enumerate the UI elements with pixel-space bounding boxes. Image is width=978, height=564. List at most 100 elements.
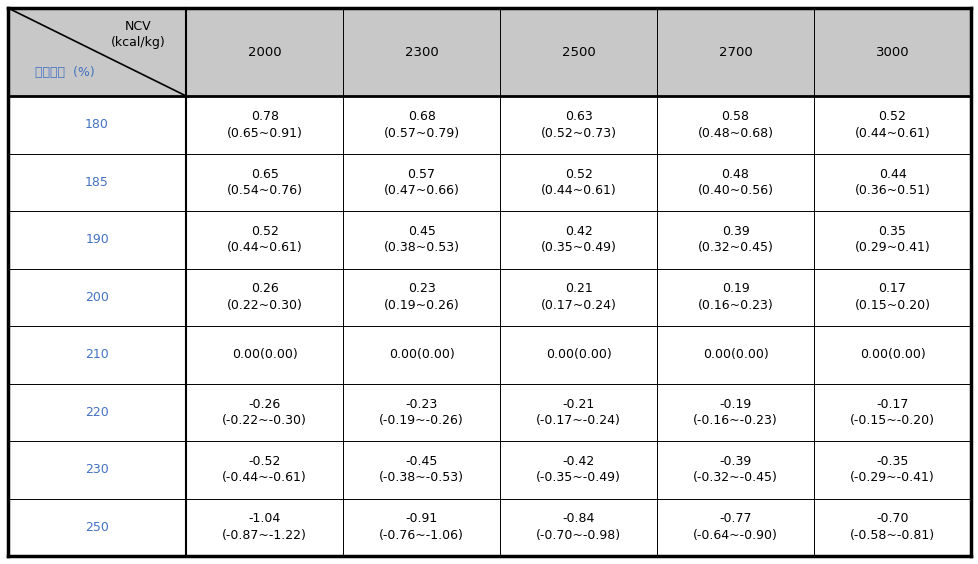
Bar bbox=[342, 8, 500, 96]
Bar bbox=[500, 268, 656, 326]
Text: -0.17
(-0.15~-0.20): -0.17 (-0.15~-0.20) bbox=[849, 398, 934, 427]
Text: -1.04
(-0.87~-1.22): -1.04 (-0.87~-1.22) bbox=[222, 513, 307, 542]
Text: 0.68
(0.57~0.79): 0.68 (0.57~0.79) bbox=[383, 110, 460, 139]
Text: 0.52
(0.44~0.61): 0.52 (0.44~0.61) bbox=[227, 225, 302, 254]
Text: 200: 200 bbox=[85, 291, 109, 304]
Bar bbox=[813, 8, 970, 96]
Text: -0.35
(-0.29~-0.41): -0.35 (-0.29~-0.41) bbox=[849, 455, 934, 484]
Text: 0.39
(0.32~0.45): 0.39 (0.32~0.45) bbox=[697, 225, 773, 254]
Text: 0.21
(0.17~0.24): 0.21 (0.17~0.24) bbox=[540, 283, 616, 312]
Bar bbox=[186, 499, 342, 556]
Text: 0.23
(0.19~0.26): 0.23 (0.19~0.26) bbox=[383, 283, 459, 312]
Bar bbox=[813, 153, 970, 211]
Bar bbox=[656, 96, 813, 153]
Text: 2500: 2500 bbox=[561, 46, 595, 59]
Bar bbox=[656, 211, 813, 268]
Bar bbox=[186, 384, 342, 441]
Bar bbox=[8, 8, 186, 96]
Bar bbox=[813, 211, 970, 268]
Bar bbox=[656, 8, 813, 96]
Bar bbox=[500, 326, 656, 384]
Bar bbox=[8, 326, 186, 384]
Bar bbox=[342, 499, 500, 556]
Bar bbox=[8, 96, 186, 153]
Text: 2000: 2000 bbox=[247, 46, 281, 59]
Bar bbox=[186, 441, 342, 499]
Text: 0.35
(0.29~0.41): 0.35 (0.29~0.41) bbox=[854, 225, 929, 254]
Bar bbox=[813, 384, 970, 441]
Text: 0.63
(0.52~0.73): 0.63 (0.52~0.73) bbox=[540, 110, 616, 139]
Bar bbox=[500, 384, 656, 441]
Bar bbox=[186, 268, 342, 326]
Text: 0.65
(0.54~0.76): 0.65 (0.54~0.76) bbox=[227, 168, 302, 197]
Text: -0.23
(-0.19~-0.26): -0.23 (-0.19~-0.26) bbox=[378, 398, 464, 427]
Text: 0.26
(0.22~0.30): 0.26 (0.22~0.30) bbox=[227, 283, 302, 312]
Text: 220: 220 bbox=[85, 406, 109, 418]
Text: -0.39
(-0.32~-0.45): -0.39 (-0.32~-0.45) bbox=[692, 455, 778, 484]
Bar bbox=[342, 384, 500, 441]
Bar bbox=[813, 268, 970, 326]
Text: -0.77
(-0.64~-0.90): -0.77 (-0.64~-0.90) bbox=[692, 513, 778, 542]
Text: 230: 230 bbox=[85, 463, 109, 476]
Bar bbox=[813, 441, 970, 499]
Bar bbox=[8, 268, 186, 326]
Text: -0.84
(-0.70~-0.98): -0.84 (-0.70~-0.98) bbox=[536, 513, 620, 542]
Bar bbox=[500, 211, 656, 268]
Text: 0.00(0.00): 0.00(0.00) bbox=[545, 348, 611, 362]
Text: 0.17
(0.15~0.20): 0.17 (0.15~0.20) bbox=[854, 283, 929, 312]
Bar bbox=[342, 326, 500, 384]
Bar bbox=[342, 441, 500, 499]
Bar bbox=[8, 211, 186, 268]
Bar bbox=[8, 384, 186, 441]
Text: 0.00(0.00): 0.00(0.00) bbox=[388, 348, 454, 362]
Text: 250: 250 bbox=[85, 521, 109, 534]
Text: -0.52
(-0.44~-0.61): -0.52 (-0.44~-0.61) bbox=[222, 455, 307, 484]
Text: 0.42
(0.35~0.49): 0.42 (0.35~0.49) bbox=[540, 225, 616, 254]
Bar bbox=[8, 499, 186, 556]
Bar bbox=[500, 96, 656, 153]
Text: -0.21
(-0.17~-0.24): -0.21 (-0.17~-0.24) bbox=[536, 398, 620, 427]
Bar bbox=[656, 384, 813, 441]
Text: -0.70
(-0.58~-0.81): -0.70 (-0.58~-0.81) bbox=[849, 513, 934, 542]
Text: 180: 180 bbox=[85, 118, 109, 131]
Text: NCV
(kcal/kg): NCV (kcal/kg) bbox=[111, 20, 165, 49]
Bar bbox=[813, 96, 970, 153]
Bar bbox=[186, 8, 342, 96]
Bar bbox=[656, 268, 813, 326]
Text: 0.52
(0.44~0.61): 0.52 (0.44~0.61) bbox=[854, 110, 929, 139]
Text: -0.45
(-0.38~-0.53): -0.45 (-0.38~-0.53) bbox=[378, 455, 464, 484]
Text: -0.19
(-0.16~-0.23): -0.19 (-0.16~-0.23) bbox=[692, 398, 778, 427]
Text: 185: 185 bbox=[85, 176, 109, 189]
Bar bbox=[500, 441, 656, 499]
Text: -0.91
(-0.76~-1.06): -0.91 (-0.76~-1.06) bbox=[378, 513, 464, 542]
Text: 2300: 2300 bbox=[404, 46, 438, 59]
Bar bbox=[813, 499, 970, 556]
Text: 0.19
(0.16~0.23): 0.19 (0.16~0.23) bbox=[697, 283, 773, 312]
Text: 3000: 3000 bbox=[874, 46, 909, 59]
Bar bbox=[186, 211, 342, 268]
Bar bbox=[656, 326, 813, 384]
Text: 210: 210 bbox=[85, 348, 109, 362]
Bar bbox=[186, 153, 342, 211]
Bar bbox=[656, 441, 813, 499]
Bar bbox=[8, 441, 186, 499]
Bar bbox=[186, 326, 342, 384]
Text: 0.00(0.00): 0.00(0.00) bbox=[232, 348, 297, 362]
Text: 0.52
(0.44~0.61): 0.52 (0.44~0.61) bbox=[540, 168, 616, 197]
Bar bbox=[342, 211, 500, 268]
Bar bbox=[342, 268, 500, 326]
Text: 0.78
(0.65~0.91): 0.78 (0.65~0.91) bbox=[227, 110, 302, 139]
Bar bbox=[342, 96, 500, 153]
Text: 출구온도  (%): 출구온도 (%) bbox=[35, 66, 95, 79]
Text: 0.45
(0.38~0.53): 0.45 (0.38~0.53) bbox=[383, 225, 459, 254]
Bar bbox=[342, 153, 500, 211]
Bar bbox=[8, 153, 186, 211]
Bar bbox=[656, 499, 813, 556]
Bar bbox=[500, 499, 656, 556]
Text: 0.58
(0.48~0.68): 0.58 (0.48~0.68) bbox=[697, 110, 773, 139]
Text: 0.00(0.00): 0.00(0.00) bbox=[702, 348, 768, 362]
Text: 2700: 2700 bbox=[718, 46, 752, 59]
Bar bbox=[186, 96, 342, 153]
Text: -0.26
(-0.22~-0.30): -0.26 (-0.22~-0.30) bbox=[222, 398, 307, 427]
Bar bbox=[500, 153, 656, 211]
